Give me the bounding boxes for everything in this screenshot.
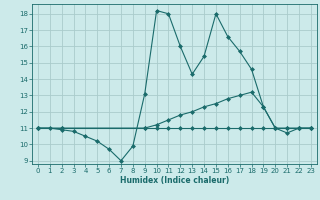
X-axis label: Humidex (Indice chaleur): Humidex (Indice chaleur) [120,176,229,185]
